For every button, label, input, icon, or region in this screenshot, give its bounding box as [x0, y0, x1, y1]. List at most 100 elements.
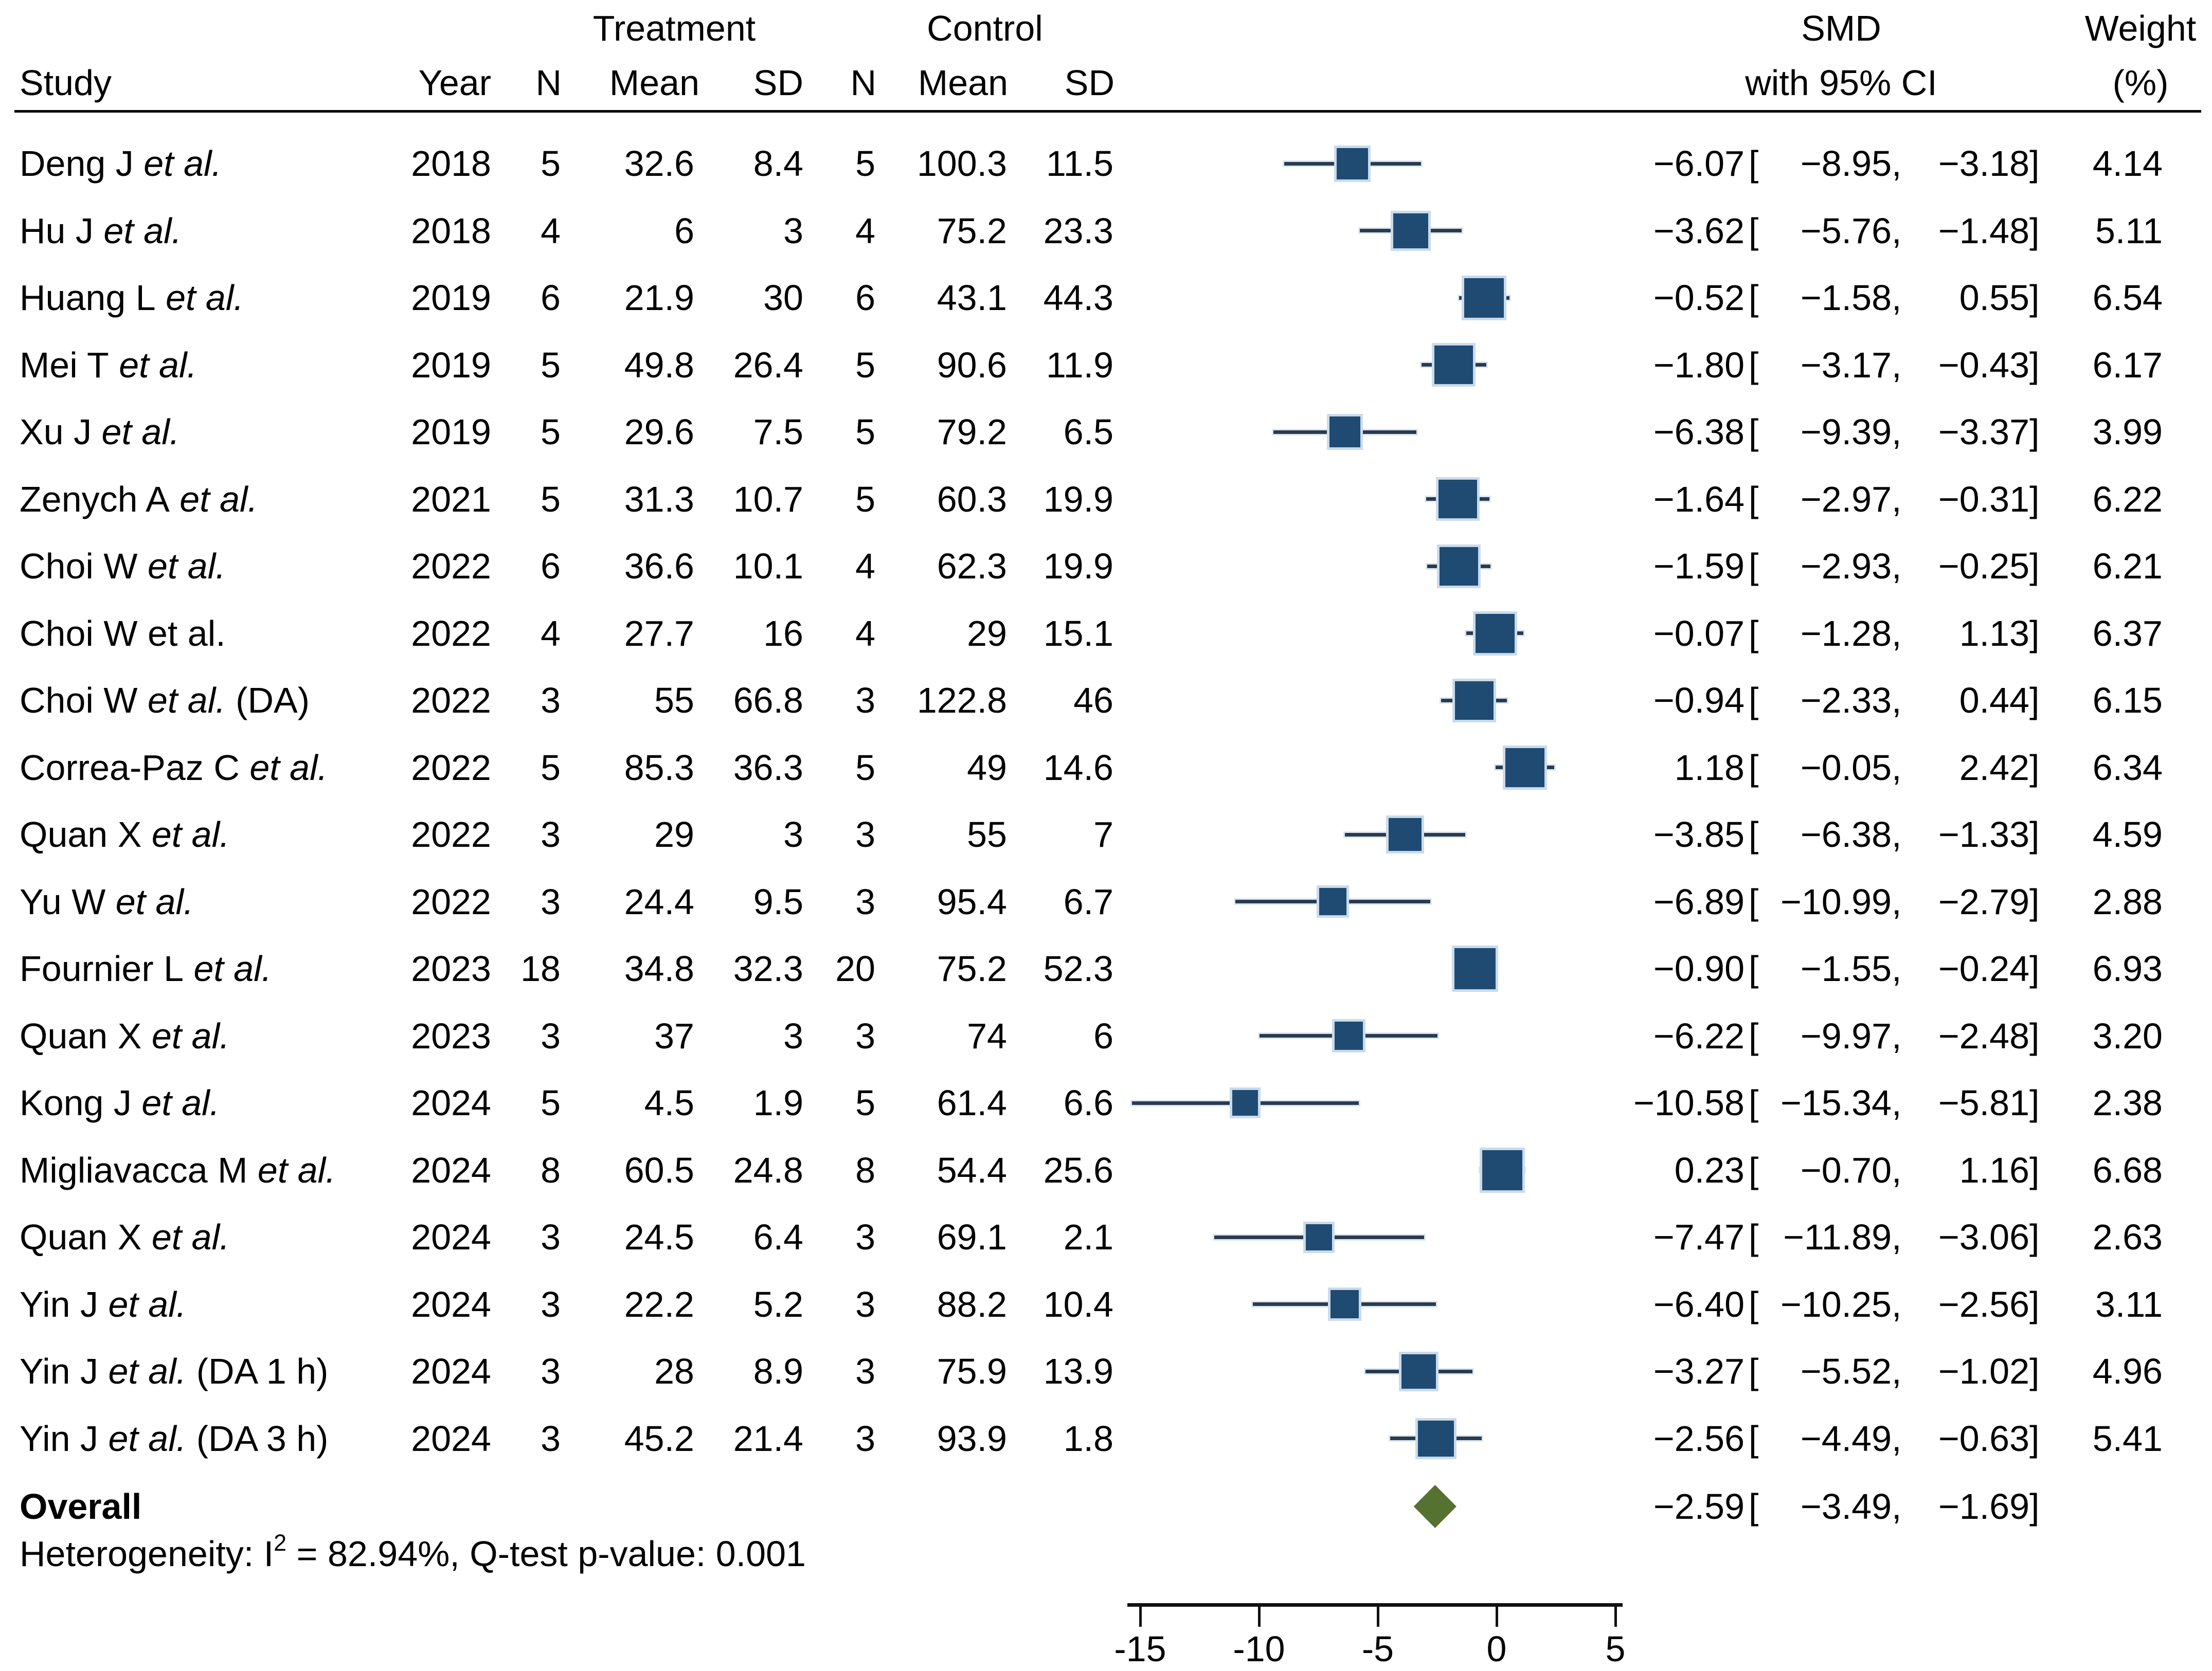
study-row: Quan X et al. 2022 3 29 3 3 55 7 −3.85[−… [0, 801, 2212, 868]
ci-lower-value: −5.52 [1800, 1351, 1892, 1391]
treatment-mean-value: 37 [654, 1015, 694, 1056]
effect-size-marker [1232, 1090, 1258, 1116]
control-sd-value: 23.3 [1043, 210, 1113, 251]
year-value: 2024 [411, 1217, 491, 1257]
etal-text: et al. [147, 680, 226, 720]
control-sd-value: 6.6 [1063, 1083, 1113, 1123]
ci-upper-value: 2.42 [1959, 747, 2029, 788]
treatment-sd-value: 9.5 [753, 881, 803, 922]
estimate-value: −6.38 [1653, 412, 1745, 452]
comma: , [1892, 1083, 1902, 1123]
estimate-value: −0.07 [1653, 613, 1745, 653]
ci-upper-value: −0.63 [1938, 1418, 2029, 1459]
open-bracket: [ [1749, 881, 1759, 922]
comma: , [1892, 881, 1902, 922]
treatment-n-value: 5 [541, 479, 561, 519]
study-row: Hu J et al. 2018 4 6 3 4 75.2 23.3 −3.62… [0, 197, 2212, 264]
close-bracket: ] [2029, 613, 2040, 653]
study-name: Quan X et al. [20, 1015, 230, 1056]
treatment-n-value: 3 [541, 1284, 561, 1324]
control-mean-value: 100.3 [916, 143, 1007, 184]
treatment-mean-value: 27.7 [624, 613, 694, 653]
smd-ci-text: −3.27[−5.52, −1.02] [1631, 1338, 2045, 1405]
study-row: Xu J et al. 2019 5 29.6 7.5 5 79.2 6.5 −… [0, 398, 2212, 465]
weight-header-line2: (%) [2112, 63, 2169, 103]
control-sd-value: 14.6 [1043, 747, 1113, 788]
effect-size-marker [1329, 416, 1361, 447]
year-value: 2019 [411, 412, 491, 452]
treatment-mean-value: 32.6 [624, 143, 694, 184]
control-mean-value: 49 [967, 747, 1007, 788]
treatment-mean-value: 24.5 [624, 1217, 694, 1257]
smd-ci-text: −6.38[−9.39, −3.37] [1631, 398, 2045, 465]
study-name: Fournier L et al. [20, 949, 272, 989]
treatment-sd-value: 5.2 [753, 1284, 803, 1324]
ci-upper-value: 1.13 [1959, 613, 2029, 653]
ci-upper-value: 0.44 [1959, 680, 2029, 720]
smd-ci-text: −0.07[−1.28, 1.13] [1631, 600, 2045, 667]
control-n-value: 5 [855, 747, 875, 788]
treatment-sd-value: 66.8 [733, 680, 803, 720]
treatment-sd-value: 24.8 [733, 1150, 803, 1190]
control-n-value: 3 [855, 680, 875, 720]
open-bracket: [ [1749, 1418, 1759, 1459]
weight-value: 4.59 [2092, 814, 2163, 855]
control-n-value: 3 [855, 1015, 875, 1056]
treatment-sd-value: 3 [783, 210, 803, 251]
estimate-value: −1.59 [1653, 546, 1745, 586]
year-value: 2023 [411, 949, 491, 989]
close-bracket: ] [2029, 1284, 2040, 1324]
ci-lower-value: −6.38 [1800, 814, 1892, 855]
smd-ci-text: −6.22[−9.97, −2.48] [1631, 1003, 2045, 1069]
study-row: Fournier L et al. 2023 18 34.8 32.3 20 7… [0, 935, 2212, 1002]
comma: , [1892, 479, 1902, 519]
control-sd-value: 15.1 [1043, 613, 1113, 653]
weight-value: 3.20 [2092, 1015, 2163, 1056]
year-value: 2024 [411, 1284, 491, 1324]
treatment-mean-value: 21.9 [624, 278, 694, 318]
open-bracket: [ [1749, 814, 1759, 855]
control-n-value: 3 [855, 814, 875, 855]
year-value: 2022 [411, 747, 491, 788]
study-row: Mei T et al. 2019 5 49.8 26.4 5 90.6 11.… [0, 332, 2212, 398]
weight-value: 6.54 [2092, 278, 2163, 318]
x-axis-tick-label: -5 [1361, 1629, 1394, 1669]
effect-size-marker [1306, 1224, 1333, 1250]
comma: , [1892, 1015, 1902, 1056]
treatment-mean-value: 85.3 [624, 747, 694, 788]
treatment-sd-value: 6.4 [753, 1217, 803, 1257]
treatment-n-value: 5 [541, 1083, 561, 1123]
study-row: Yin J et al. (DA 1 h) 2024 3 28 8.9 3 75… [0, 1338, 2212, 1405]
etal-text: et al. [147, 613, 226, 653]
smd-ci-text: −2.56[−4.49, −0.63] [1631, 1405, 2045, 1472]
study-name: Yu W et al. [20, 881, 194, 922]
etal-text: et al. [151, 814, 230, 855]
open-bracket: [ [1749, 949, 1759, 989]
estimate-value: −7.47 [1653, 1217, 1745, 1257]
control-n-value: 5 [855, 344, 875, 385]
comma: , [1892, 1217, 1902, 1257]
control-sd-value: 25.6 [1043, 1150, 1113, 1190]
study-row: Quan X et al. 2023 3 37 3 3 74 6 −6.22[−… [0, 1003, 2212, 1069]
study-name: Kong J et al. [20, 1083, 220, 1123]
effect-size-marker [1482, 1150, 1522, 1190]
ci-lower-value: −2.33 [1800, 680, 1892, 720]
open-bracket: [ [1749, 1486, 1759, 1527]
treatment-n-value: 5 [541, 143, 561, 184]
control-mean-value: 88.2 [937, 1284, 1007, 1324]
treatment-n-value: 3 [541, 680, 561, 720]
treatment-mean-value: 29 [654, 814, 694, 855]
x-axis-tick [1495, 1603, 1498, 1627]
control-sd-value: 6.5 [1063, 412, 1113, 452]
comma: , [1892, 949, 1902, 989]
treatment-sd-value: 21.4 [733, 1418, 803, 1459]
control-n-value: 4 [855, 546, 875, 586]
effect-size-marker [1389, 818, 1422, 851]
control-mean-value: 75.2 [937, 949, 1007, 989]
comma: , [1892, 278, 1902, 318]
etal-text: et al. [257, 1150, 336, 1190]
smd-ci-text: −0.52[−1.58, 0.55] [1631, 264, 2045, 331]
effect-size-marker [1464, 278, 1504, 318]
control-n-value: 8 [855, 1150, 875, 1190]
effect-size-marker [1454, 948, 1496, 989]
